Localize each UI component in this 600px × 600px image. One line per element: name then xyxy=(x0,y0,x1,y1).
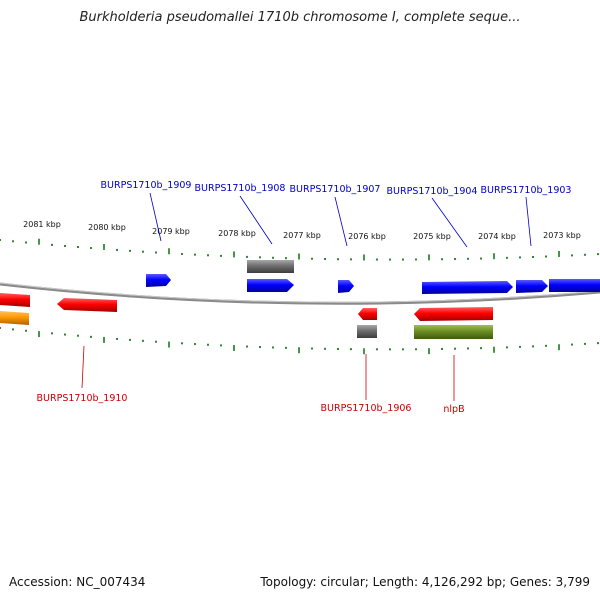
gene-label-burps1710b-1903[interactable]: BURPS1710b_1903 xyxy=(481,185,572,196)
scale-label: 2077 kbp xyxy=(283,231,321,240)
scale-ticks-lower xyxy=(0,327,599,355)
gene-feature-reverse[interactable] xyxy=(358,308,377,320)
reverse-features xyxy=(0,293,493,339)
gene-feature-grey[interactable] xyxy=(247,260,294,273)
gene-label-burps1710b-1910[interactable]: BURPS1710b_1910 xyxy=(37,393,128,404)
scale-label: 2080 kbp xyxy=(88,223,126,232)
gene-feature-forward[interactable] xyxy=(338,280,354,293)
lower-gene-labels: BURPS1710b_1910 BURPS1710b_1906 nlpB xyxy=(37,345,465,415)
gene-feature-orange[interactable] xyxy=(0,311,29,325)
gene-label-burps1710b-1904[interactable]: BURPS1710b_1904 xyxy=(387,186,478,197)
scale-labels: 2081 kbp 2080 kbp 2079 kbp 2078 kbp 2077… xyxy=(23,220,581,241)
scale-label: 2079 kbp xyxy=(152,227,190,236)
gene-label-burps1710b-1906[interactable]: BURPS1710b_1906 xyxy=(321,403,412,414)
leader-line xyxy=(239,195,273,245)
gene-feature-reverse[interactable] xyxy=(414,307,493,321)
gene-label-burps1710b-1907[interactable]: BURPS1710b_1907 xyxy=(290,184,381,195)
leader-line xyxy=(81,345,85,389)
chromosome-backbone xyxy=(0,282,600,305)
scale-ticks-upper xyxy=(0,238,599,261)
scale-label: 2075 kbp xyxy=(413,232,451,241)
upper-gene-labels: BURPS1710b_1909 BURPS1710b_1908 BURPS171… xyxy=(101,180,572,248)
leader-line xyxy=(431,197,468,248)
scale-label: 2073 kbp xyxy=(543,231,581,240)
scale-label: 2081 kbp xyxy=(23,220,61,229)
gene-feature-forward[interactable] xyxy=(247,279,294,292)
map-title: Burkholderia pseudomallei 1710b chromoso… xyxy=(79,10,521,25)
gene-label-nlpb[interactable]: nlpB xyxy=(443,404,464,415)
forward-features xyxy=(146,260,600,294)
chromosome-backbone-highlight xyxy=(0,282,600,303)
gene-feature-forward[interactable] xyxy=(422,281,513,294)
accession-text: Accession: NC_007434 xyxy=(9,575,146,589)
leader-line xyxy=(334,196,348,247)
gene-feature-forward[interactable] xyxy=(549,279,600,292)
leader-line xyxy=(149,192,162,242)
gene-feature-reverse[interactable] xyxy=(57,298,117,312)
gene-feature-forward[interactable] xyxy=(146,274,171,287)
gene-feature-grey[interactable] xyxy=(357,325,377,338)
gene-label-burps1710b-1908[interactable]: BURPS1710b_1908 xyxy=(195,183,286,194)
leader-line xyxy=(525,196,532,247)
scale-label: 2074 kbp xyxy=(478,232,516,241)
gene-feature-forward[interactable] xyxy=(516,280,548,293)
gene-label-burps1710b-1909[interactable]: BURPS1710b_1909 xyxy=(101,180,192,191)
topology-text: Topology: circular; Length: 4,126,292 bp… xyxy=(260,575,590,589)
scale-label: 2078 kbp xyxy=(218,229,256,238)
gene-feature-olive[interactable] xyxy=(414,325,493,339)
gene-feature-reverse[interactable] xyxy=(0,293,30,307)
scale-label: 2076 kbp xyxy=(348,232,386,241)
